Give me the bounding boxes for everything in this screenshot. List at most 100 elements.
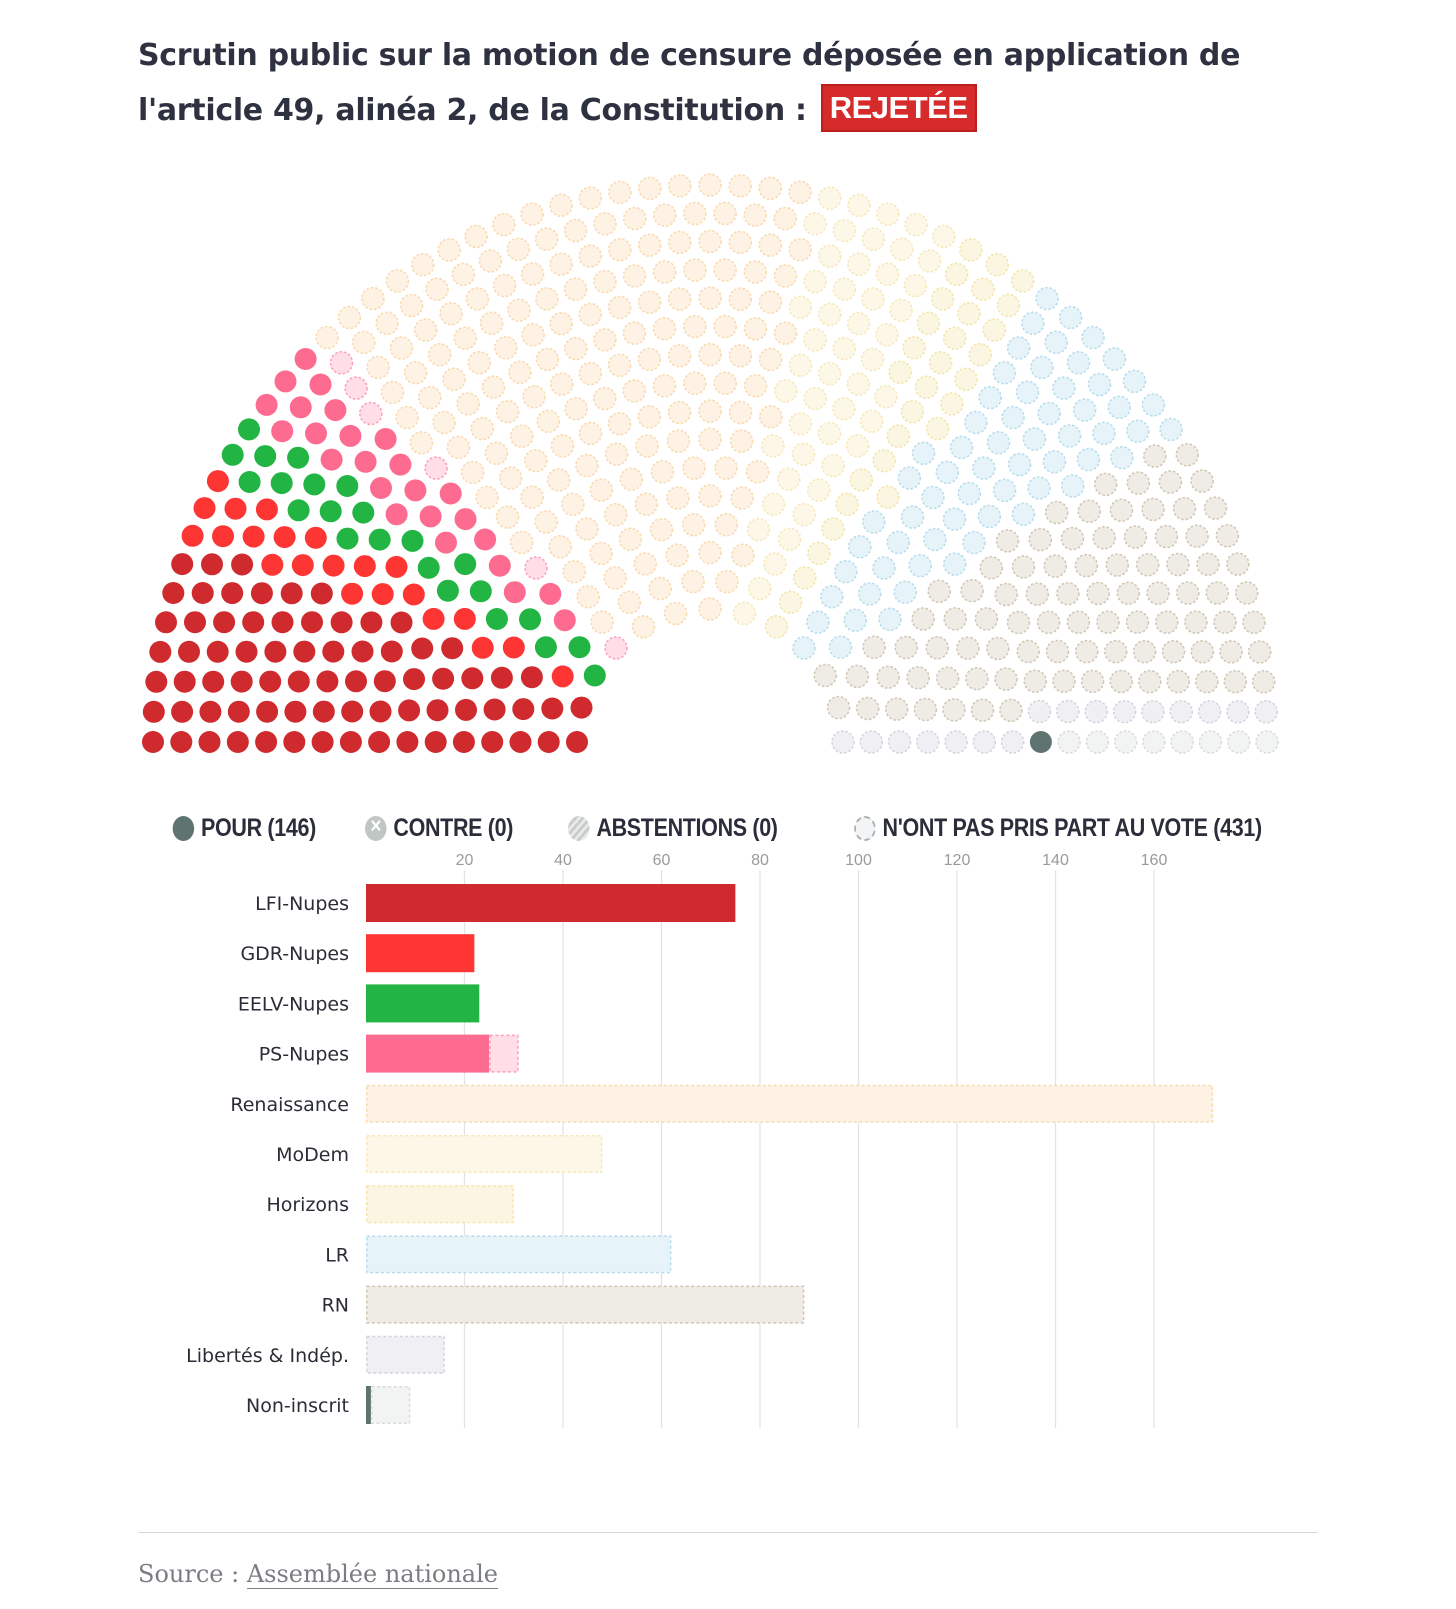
seat-dot — [666, 486, 690, 510]
seat-dot — [943, 552, 967, 576]
seat-dot — [293, 640, 316, 663]
seat-dot — [284, 700, 307, 723]
seat-dot — [813, 663, 837, 688]
seat-dot — [893, 580, 917, 604]
seat-dot — [502, 636, 525, 659]
seat-dot — [957, 301, 981, 326]
seat-dot — [759, 405, 783, 429]
bar-pour — [366, 1034, 490, 1073]
category-label: Renaissance — [230, 1094, 349, 1116]
seat-dot — [1215, 524, 1240, 548]
seat-dot — [758, 233, 783, 257]
seat-dot — [549, 252, 573, 276]
seat-dot — [714, 456, 738, 480]
seat-dot — [618, 527, 643, 552]
seat-dot — [861, 287, 885, 311]
seat-dot — [652, 374, 677, 398]
seat-dot — [623, 206, 647, 231]
seat-dot — [213, 611, 236, 634]
source-link[interactable]: Assemblée nationale — [246, 1560, 498, 1589]
category-label: RN — [322, 1295, 349, 1317]
seat-dot — [921, 485, 945, 510]
seat-dot — [604, 636, 628, 660]
footer-divider — [138, 1532, 1318, 1533]
seat-dot — [635, 434, 659, 458]
seat-dot — [1158, 470, 1183, 494]
seat-dot — [904, 212, 928, 237]
seat-dot — [728, 230, 752, 255]
seat-dot — [729, 429, 754, 453]
seat-dot — [758, 176, 782, 201]
seat-dot — [1001, 405, 1025, 430]
seat-dot — [353, 555, 376, 578]
seat-dot — [803, 269, 827, 294]
seat-dot — [1166, 552, 1190, 577]
seat-dot — [304, 526, 327, 549]
seat-dot — [198, 731, 221, 753]
seat-dot — [454, 508, 477, 531]
x-tick-label: 100 — [845, 852, 872, 869]
seat-dot — [337, 305, 362, 330]
seat-dot — [181, 524, 204, 547]
seat-dot — [442, 367, 466, 392]
seat-dot — [1058, 305, 1083, 330]
seat-dot — [832, 397, 856, 421]
seat-dot — [817, 186, 842, 210]
seat-dot — [1116, 581, 1141, 606]
seat-dot — [698, 399, 722, 423]
seat-dot — [274, 370, 297, 393]
seat-dot — [713, 201, 737, 226]
seat-dot — [339, 424, 362, 447]
seat-dot — [255, 393, 278, 416]
seat-dot — [925, 416, 950, 441]
seat-dot — [715, 569, 739, 594]
bar-npv — [366, 1235, 672, 1274]
seat-dot — [170, 731, 193, 753]
seat-dot — [698, 229, 722, 254]
seat-dot — [1035, 286, 1059, 311]
seat-dot — [713, 314, 737, 339]
seat-dot — [831, 730, 855, 754]
seat-dot — [432, 410, 456, 435]
seat-dot — [481, 375, 506, 399]
seat-dot — [637, 347, 662, 372]
seat-dot — [792, 636, 816, 660]
seat-dot — [396, 731, 419, 753]
seat-dot — [607, 353, 632, 378]
seat-dot — [576, 585, 600, 609]
seat-dot — [698, 427, 722, 452]
seat-dot — [524, 448, 548, 473]
seat-dot — [1185, 524, 1209, 548]
seat-dot — [698, 597, 722, 621]
seat-dot — [534, 227, 559, 251]
seat-dot — [982, 318, 1007, 342]
seat-dot — [845, 664, 870, 689]
seat-dot — [498, 466, 523, 490]
seat-dot — [235, 640, 258, 663]
seat-dot — [535, 287, 559, 311]
seat-dot — [566, 731, 588, 753]
category-label: PS-Nupes — [259, 1044, 349, 1066]
seat-dot — [494, 336, 518, 360]
seat-dot — [637, 290, 662, 314]
seat-dot — [876, 202, 900, 226]
seat-dot — [1112, 699, 1137, 724]
seat-dot — [917, 249, 942, 273]
seat-dot — [746, 517, 771, 542]
x-tick-label: 160 — [1141, 852, 1168, 869]
seat-dot — [773, 264, 798, 288]
seat-dot — [512, 698, 535, 721]
seat-dot — [932, 224, 956, 249]
bar-npv — [370, 1386, 411, 1424]
seat-dot — [847, 193, 871, 218]
seat-dot — [1016, 639, 1040, 664]
seat-dot — [315, 325, 339, 350]
seat-dot — [289, 396, 312, 419]
seat-dot — [593, 269, 617, 294]
seat-dot — [1141, 699, 1165, 724]
seat-dot — [437, 238, 461, 262]
seat-dot — [821, 517, 845, 541]
seat-dot — [345, 670, 367, 693]
seat-dot — [914, 375, 939, 399]
seat-dot — [803, 386, 827, 411]
